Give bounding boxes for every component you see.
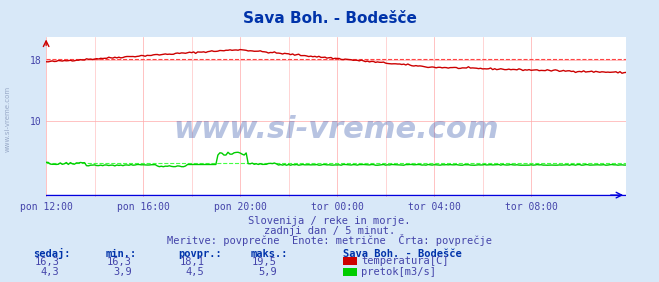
Text: Sava Boh. - Bodešče: Sava Boh. - Bodešče [343,249,461,259]
Text: 19,5: 19,5 [252,257,277,267]
Text: 16,3: 16,3 [107,257,132,267]
Text: www.si-vreme.com: www.si-vreme.com [173,115,499,144]
Text: min.:: min.: [105,249,136,259]
Text: Meritve: povprečne  Enote: metrične  Črta: povprečje: Meritve: povprečne Enote: metrične Črta:… [167,234,492,246]
Text: maks.:: maks.: [250,249,288,259]
Text: temperatura[C]: temperatura[C] [361,256,449,266]
Text: zadnji dan / 5 minut.: zadnji dan / 5 minut. [264,226,395,236]
Text: 4,3: 4,3 [41,267,59,277]
Text: 16,3: 16,3 [34,257,59,267]
Text: 4,5: 4,5 [186,267,204,277]
Text: 18,1: 18,1 [179,257,204,267]
Text: 5,9: 5,9 [258,267,277,277]
Text: 3,9: 3,9 [113,267,132,277]
Text: Sava Boh. - Bodešče: Sava Boh. - Bodešče [243,11,416,26]
Text: Slovenija / reke in morje.: Slovenija / reke in morje. [248,216,411,226]
Text: povpr.:: povpr.: [178,249,221,259]
Text: www.si-vreme.com: www.si-vreme.com [5,85,11,151]
Text: sedaj:: sedaj: [33,248,71,259]
Text: pretok[m3/s]: pretok[m3/s] [361,267,436,277]
